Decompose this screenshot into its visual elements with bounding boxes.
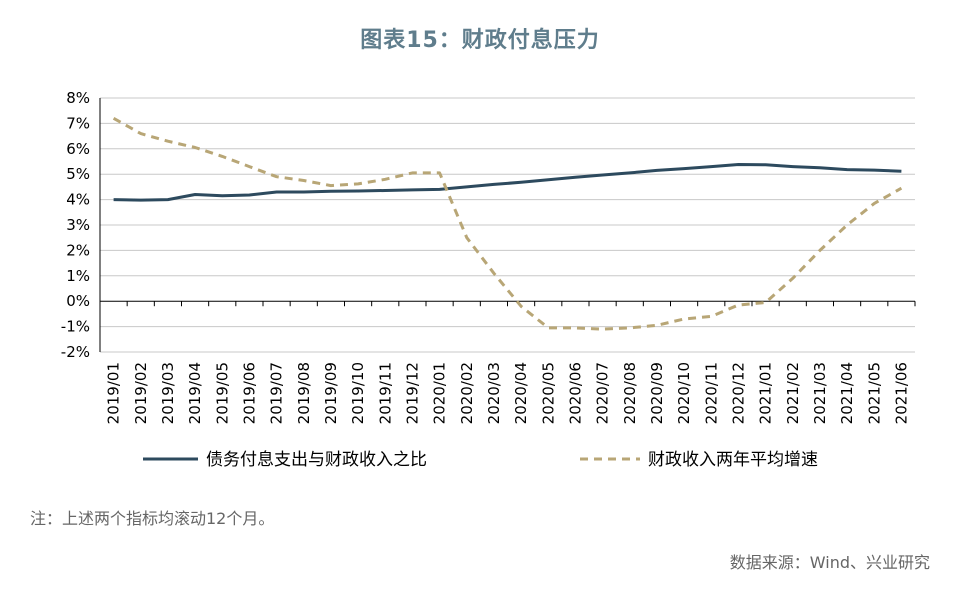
- y-tick-label: 3%: [66, 216, 90, 234]
- x-tick-label: 2019/10: [349, 362, 367, 424]
- y-tick-label: 5%: [66, 165, 90, 183]
- legend-label-1: 债务付息支出与财政收入之比: [206, 450, 427, 470]
- x-tick-label: 2020/06: [566, 362, 584, 424]
- x-tick-label: 2020/03: [485, 362, 503, 424]
- x-tick-label: 2020/04: [512, 362, 530, 424]
- x-tick-label: 2021/02: [784, 362, 802, 424]
- gridlines: [100, 97, 915, 353]
- series-lines: [112, 116, 903, 331]
- x-tick-label: 2019/12: [403, 362, 421, 424]
- y-tick-label: 0%: [66, 292, 90, 310]
- x-tick-label: 2019/09: [322, 362, 340, 424]
- y-tick-label: 7%: [66, 114, 90, 132]
- x-tick-label: 2021/03: [811, 362, 829, 424]
- footnote: 注：上述两个指标均滚动12个月。: [30, 509, 275, 528]
- x-tick-label: 2020/09: [648, 362, 666, 424]
- x-tick-label: 2019/04: [186, 362, 204, 424]
- x-tick-label: 2020/07: [594, 362, 612, 424]
- y-tick-label: -1%: [61, 318, 90, 336]
- x-tick-label: 2019/08: [295, 362, 313, 424]
- source-note: 数据来源：Wind、兴业研究: [729, 553, 930, 572]
- x-tick-label: 2020/10: [675, 362, 693, 424]
- x-tick-label: 2021/04: [838, 362, 856, 424]
- y-tick-label: 4%: [66, 191, 90, 209]
- legend-label-2: 财政收入两年平均增速: [648, 450, 818, 470]
- y-axis-tick-labels: -2% -1% 0% 1% 2% 3% 4% 5% 6% 7% 8%: [61, 89, 90, 361]
- x-tick-label: 2019/01: [105, 362, 123, 424]
- series-line-1: [113, 163, 902, 202]
- y-tick-label: 1%: [66, 267, 90, 285]
- x-tick-label: 2020/11: [702, 362, 720, 424]
- x-tick-label: 2020/05: [539, 362, 557, 424]
- x-tick-label: 2020/02: [458, 362, 476, 424]
- x-tick-label: 2020/12: [729, 362, 747, 424]
- legend: 债务付息支出与财政收入之比 财政收入两年平均增速: [143, 450, 818, 470]
- chart-title: 图表15：财政付息压力: [360, 28, 600, 53]
- x-tick-label: 2019/06: [240, 362, 258, 424]
- x-tick-label: 2019/02: [132, 362, 150, 424]
- y-tick-label: 8%: [66, 89, 90, 107]
- x-tick-label: 2021/06: [892, 362, 910, 424]
- x-tick-label: 2019/03: [159, 362, 177, 424]
- x-tick-label: 2019/05: [213, 362, 231, 424]
- x-tick-label: 2019/11: [376, 362, 394, 424]
- series-line-2: [112, 116, 903, 331]
- x-tick-label: 2021/05: [865, 362, 883, 424]
- axes: [99, 98, 916, 352]
- x-axis-tick-labels: 2019/01 2019/02 2019/03 2019/04 2019/05 2019/…: [105, 362, 911, 424]
- x-tick-label: 2020/08: [621, 362, 639, 424]
- y-tick-label: -2%: [61, 343, 90, 361]
- y-tick-label: 6%: [66, 140, 90, 158]
- x-tick-label: 2020/01: [431, 362, 449, 424]
- x-tick-label: 2019/07: [268, 362, 286, 424]
- y-tick-label: 2%: [66, 241, 90, 259]
- x-tick-label: 2021/01: [757, 362, 775, 424]
